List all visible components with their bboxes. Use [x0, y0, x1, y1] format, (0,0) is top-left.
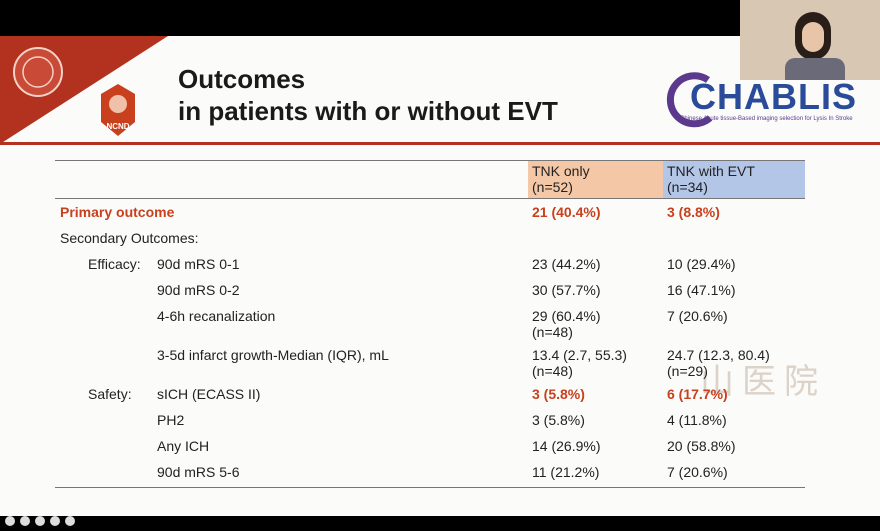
header-rule [0, 142, 880, 145]
cell-value: 11 (21.2%) [532, 464, 600, 480]
row-group: Safety: [88, 386, 132, 402]
title-line: in patients with or without EVT [178, 96, 558, 126]
row-label: sICH (ECASS II) [157, 386, 261, 402]
cell-value: 4 (11.8%) [667, 412, 727, 428]
toolbar-button[interactable] [65, 516, 75, 526]
cell-value: 10 (29.4%) [667, 256, 736, 272]
cell-value: 3 (8.8%) [667, 204, 720, 220]
column-header: TNK with EVT [667, 163, 755, 179]
cell-value: (n=29) [667, 363, 708, 379]
chablis-logo: CHABLIS [690, 76, 857, 117]
cell-value: 3 (5.8%) [532, 412, 585, 428]
corner-decoration [0, 36, 168, 144]
column-header-bg [528, 161, 663, 198]
cell-value: 14 (26.9%) [532, 438, 601, 454]
chablis-subtitle: Chinese Acute tissue-Based imaging selec… [680, 116, 853, 122]
row-label: 4-6h recanalization [157, 308, 276, 324]
row-label: Primary outcome [60, 204, 175, 220]
column-header-bg [663, 161, 805, 198]
cell-value: 3 (5.8%) [532, 386, 585, 402]
row-label: 90d mRS 0-2 [157, 282, 240, 298]
table: TNK only (n=52) TNK with EVT (n=34) Primary … [0, 36, 880, 516]
cell-value: 21 (40.4%) [532, 204, 601, 220]
cell-value: 7 (20.6%) [667, 308, 728, 324]
cell-value: 29 (60.4%) [532, 308, 601, 324]
title-line: Outcomes [178, 64, 306, 94]
cell-value: 6 (17.7%) [667, 386, 728, 402]
table-rule [55, 160, 805, 161]
toolbar-button[interactable] [35, 516, 45, 526]
row-label: PH2 [157, 412, 185, 428]
slide: NCND Outcomes in patients with or withou… [0, 36, 880, 516]
toolbar-button[interactable] [20, 516, 30, 526]
cell-value: 23 (44.2%) [532, 256, 601, 272]
table-rule [55, 198, 805, 199]
column-header: (n=34) [667, 179, 708, 195]
cell-value: (n=48) [532, 324, 573, 340]
column-header: TNK only [532, 163, 590, 179]
row-label: Secondary Outcomes: [60, 230, 199, 246]
cell-value: (n=48) [532, 363, 573, 379]
cell-value: 20 (58.8%) [667, 438, 736, 454]
chablis-arc [666, 72, 713, 128]
cell-value: 30 (57.7%) [532, 282, 601, 298]
toolbar-button[interactable] [5, 516, 15, 526]
column-header: (n=52) [532, 179, 573, 195]
ncnd-logo [101, 84, 135, 136]
table-rule [55, 487, 805, 488]
cell-value: 24.7 (12.3, 80.4) [667, 347, 770, 363]
row-label: Any ICH [157, 438, 210, 454]
cell-value: 7 (20.6%) [667, 464, 728, 480]
row-label: 90d mRS 0-1 [157, 256, 240, 272]
row-label: 3-5d infarct growth-Median (IQR), mL [157, 347, 389, 363]
cell-value: 16 (47.1%) [667, 282, 736, 298]
row-label: 90d mRS 5-6 [157, 464, 240, 480]
toolbar-button[interactable] [50, 516, 60, 526]
ncnd-label: NCND [106, 122, 130, 131]
cell-value: 13.4 (2.7, 55.3) [532, 347, 627, 363]
row-group: Efficacy: [88, 256, 141, 272]
toolbar [5, 516, 75, 526]
webcam [740, 0, 880, 80]
watermark: 山医院 [700, 362, 826, 402]
